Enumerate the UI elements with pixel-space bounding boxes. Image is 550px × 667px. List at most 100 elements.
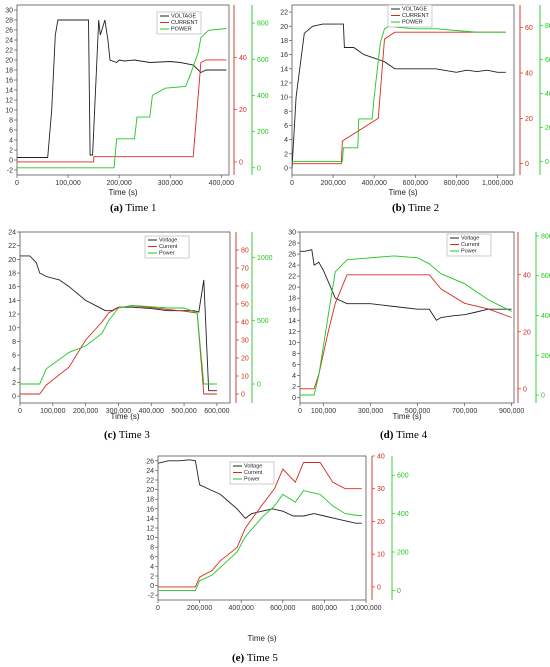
x-tick-label: 400,000 xyxy=(139,408,164,415)
y-tick-label-left: 18 xyxy=(5,68,13,75)
x-tick-label: 100,000 xyxy=(55,180,80,187)
x-tick-label: 700,000 xyxy=(452,408,477,415)
legend-entry: CURRENT xyxy=(171,20,199,26)
y-tick-label-left: 18 xyxy=(8,271,16,278)
y-tick-label-left: 2 xyxy=(284,151,288,158)
y-tick-label-left: 4 xyxy=(9,138,13,145)
power-tick-label: 800 xyxy=(541,233,550,240)
current-tick-label: 0 xyxy=(525,161,529,168)
caption-text: Time 1 xyxy=(123,202,157,214)
panel-caption: (e) Time 5 xyxy=(232,652,278,664)
legend-entry: VOLTAGE xyxy=(171,14,196,20)
y-tick-label-left: 0 xyxy=(292,395,296,402)
y-tick-label-left: 22 xyxy=(5,48,13,55)
y-tick-label-left: 8 xyxy=(284,109,288,116)
y-tick-label-left: 14 xyxy=(280,66,288,73)
y-tick-label-left: 12 xyxy=(8,312,16,319)
current-tick-label: 70 xyxy=(241,266,249,273)
current-tick-label: 40 xyxy=(377,454,385,461)
y-tick-label-left: 8 xyxy=(150,545,154,552)
x-tick-label: 200,000 xyxy=(73,408,98,415)
current-tick-label: 10 xyxy=(241,374,249,381)
y-tick-label-left: 8 xyxy=(12,339,16,346)
x-tick-label: 0 xyxy=(298,408,302,415)
y-tick-label-left: 6 xyxy=(9,128,13,135)
x-tick-label: 600,000 xyxy=(270,605,295,612)
x-tick-label: 400,000 xyxy=(362,180,387,187)
x-tick-label: 0 xyxy=(15,180,19,187)
y-tick-label-left: 6 xyxy=(150,554,154,561)
power-tick-label: 400 xyxy=(541,313,550,320)
y-tick-label-left: 14 xyxy=(5,88,13,95)
power-tick-label: 200 xyxy=(545,125,550,132)
power-tick-label: 400 xyxy=(545,91,550,98)
y-tick-label-left: 10 xyxy=(5,108,13,115)
series-line-current xyxy=(17,59,227,163)
x-tick-label: 100,000 xyxy=(311,408,336,415)
panel-caption: (a) Time 1 xyxy=(110,202,156,214)
x-tick-label: 400,000 xyxy=(209,180,234,187)
y-tick-label-left: 12 xyxy=(288,329,296,336)
y-tick-label-left: 20 xyxy=(146,487,154,494)
current-tick-label: 50 xyxy=(241,302,249,309)
power-tick-label: 800 xyxy=(257,21,269,28)
series-line-power xyxy=(292,24,506,162)
y-tick-label-left: 26 xyxy=(146,458,154,465)
series-line-power xyxy=(300,255,512,396)
x-axis-title: Time (s) xyxy=(392,412,421,421)
series-line-power xyxy=(158,490,362,591)
y-tick-label-left: 22 xyxy=(146,478,154,485)
legend-entry: POWER xyxy=(171,27,192,33)
x-tick-label: 200,000 xyxy=(107,180,132,187)
legend-entry: VOLTAGE xyxy=(402,7,427,13)
x-tick-label: 800,000 xyxy=(444,180,469,187)
power-tick-label: 400 xyxy=(397,511,409,518)
y-tick-label-left: 4 xyxy=(292,373,296,380)
series-line-voltage xyxy=(17,19,227,158)
series-line-voltage xyxy=(20,255,217,392)
x-tick-label: 0 xyxy=(156,605,160,612)
legend-entry: CURRENT xyxy=(402,13,430,19)
x-tick-label: 1,000,000 xyxy=(350,605,381,612)
series-line-current xyxy=(20,305,217,395)
plot-frame xyxy=(291,4,515,176)
y-tick-label-left: 10 xyxy=(8,325,16,332)
power-tick-label: 400 xyxy=(257,93,269,100)
current-tick-label: 80 xyxy=(241,248,249,255)
y-tick-label-left: 16 xyxy=(280,52,288,59)
y-tick-label-left: 6 xyxy=(284,123,288,130)
current-tick-label: 60 xyxy=(525,25,533,32)
x-axis-title: Time (s) xyxy=(110,412,139,421)
panel-caption: (d) Time 4 xyxy=(380,429,428,441)
current-tick-label: 40 xyxy=(239,55,247,62)
y-tick-label-left: 0 xyxy=(9,158,13,165)
power-tick-label: 0 xyxy=(397,588,401,595)
x-tick-label: 900,000 xyxy=(499,408,524,415)
x-tick-label: 400,000 xyxy=(229,605,254,612)
current-tick-label: 0 xyxy=(239,159,243,166)
x-tick-label: 0 xyxy=(290,180,294,187)
series-line-power xyxy=(20,305,217,385)
y-tick-label-left: 24 xyxy=(8,230,16,237)
caption-tag: (a) xyxy=(110,202,123,214)
y-tick-label-left: 20 xyxy=(8,257,16,264)
y-tick-label-left: 16 xyxy=(5,78,13,85)
power-tick-label: 500 xyxy=(257,318,269,325)
legend-entry: Current xyxy=(244,470,263,476)
y-tick-label-left: 16 xyxy=(146,506,154,513)
legend-entry: Voltage xyxy=(159,238,177,244)
current-tick-label: 20 xyxy=(523,329,531,336)
caption-text: Time 3 xyxy=(116,429,150,441)
y-tick-label-left: 10 xyxy=(280,95,288,102)
y-tick-label-left: 2 xyxy=(150,574,154,581)
current-tick-label: 30 xyxy=(377,486,385,493)
current-tick-label: 40 xyxy=(523,272,531,279)
y-tick-label-left: 4 xyxy=(150,564,154,571)
series-line-power xyxy=(17,28,227,169)
power-tick-label: 0 xyxy=(257,165,261,172)
current-tick-label: 20 xyxy=(525,116,533,123)
y-tick-label-left: 14 xyxy=(288,318,296,325)
